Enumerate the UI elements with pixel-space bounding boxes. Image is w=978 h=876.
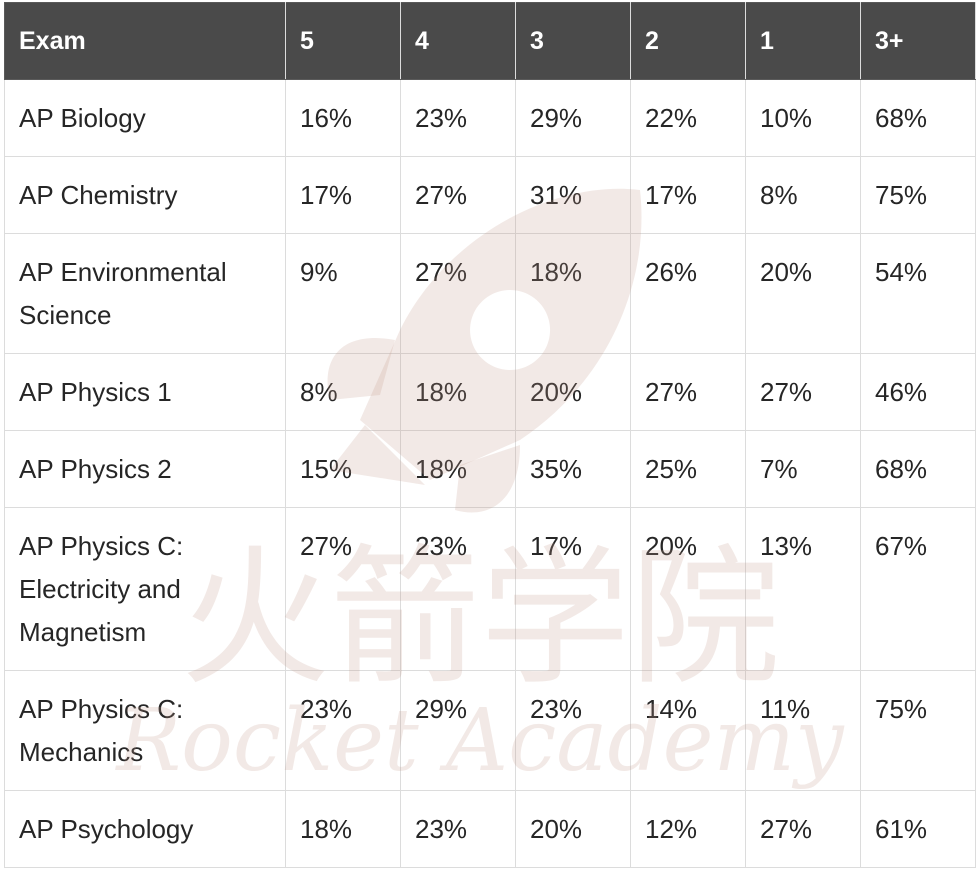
table-row: AP Physics 2 15% 18% 35% 25% 7% 68%	[4, 430, 976, 508]
pct-score-3: 17%	[515, 507, 631, 671]
score-distribution-table-container: Exam 5 4 3 2 1 3+ AP Biology 16% 23% 29%…	[4, 2, 976, 868]
pct-score-1: 27%	[745, 790, 861, 868]
pct-score-4: 18%	[400, 353, 516, 431]
table-header-row: Exam 5 4 3 2 1 3+	[4, 2, 976, 80]
exam-name: AP Biology	[4, 79, 286, 157]
pct-score-1: 27%	[745, 353, 861, 431]
table-row: AP Physics 1 8% 18% 20% 27% 27% 46%	[4, 353, 976, 431]
pct-score-5: 16%	[285, 79, 401, 157]
pct-score-3-plus: 67%	[860, 507, 976, 671]
header-score-2: 2	[630, 2, 746, 80]
exam-name: AP Environmental Science	[4, 233, 286, 354]
exam-name: AP Physics 1	[4, 353, 286, 431]
pct-score-1: 7%	[745, 430, 861, 508]
exam-name: AP Physics C: Mechanics	[4, 670, 286, 791]
pct-score-1: 10%	[745, 79, 861, 157]
header-exam: Exam	[4, 2, 286, 80]
pct-score-4: 27%	[400, 233, 516, 354]
pct-score-5: 27%	[285, 507, 401, 671]
pct-score-3: 29%	[515, 79, 631, 157]
header-score-5: 5	[285, 2, 401, 80]
score-distribution-table: Exam 5 4 3 2 1 3+ AP Biology 16% 23% 29%…	[4, 2, 976, 868]
pct-score-3: 20%	[515, 790, 631, 868]
pct-score-5: 8%	[285, 353, 401, 431]
header-score-3-plus: 3+	[860, 2, 976, 80]
pct-score-4: 23%	[400, 79, 516, 157]
pct-score-4: 27%	[400, 156, 516, 234]
header-score-3: 3	[515, 2, 631, 80]
pct-score-1: 11%	[745, 670, 861, 791]
pct-score-3: 18%	[515, 233, 631, 354]
pct-score-4: 23%	[400, 790, 516, 868]
table-row: AP Environmental Science 9% 27% 18% 26% …	[4, 233, 976, 354]
table-row: AP Physics C: Electricity and Magnetism …	[4, 507, 976, 671]
pct-score-3: 31%	[515, 156, 631, 234]
pct-score-5: 17%	[285, 156, 401, 234]
pct-score-4: 29%	[400, 670, 516, 791]
pct-score-4: 23%	[400, 507, 516, 671]
pct-score-5: 9%	[285, 233, 401, 354]
pct-score-4: 18%	[400, 430, 516, 508]
pct-score-1: 8%	[745, 156, 861, 234]
table-row: AP Psychology 18% 23% 20% 12% 27% 61%	[4, 790, 976, 868]
pct-score-2: 14%	[630, 670, 746, 791]
pct-score-3-plus: 75%	[860, 156, 976, 234]
table-row: AP Physics C: Mechanics 23% 29% 23% 14% …	[4, 670, 976, 791]
pct-score-2: 25%	[630, 430, 746, 508]
pct-score-5: 15%	[285, 430, 401, 508]
header-score-1: 1	[745, 2, 861, 80]
pct-score-3-plus: 54%	[860, 233, 976, 354]
pct-score-3: 35%	[515, 430, 631, 508]
pct-score-2: 22%	[630, 79, 746, 157]
pct-score-3: 23%	[515, 670, 631, 791]
pct-score-3-plus: 68%	[860, 430, 976, 508]
pct-score-2: 26%	[630, 233, 746, 354]
exam-name: AP Psychology	[4, 790, 286, 868]
pct-score-2: 12%	[630, 790, 746, 868]
pct-score-2: 17%	[630, 156, 746, 234]
pct-score-2: 27%	[630, 353, 746, 431]
header-score-4: 4	[400, 2, 516, 80]
pct-score-3-plus: 46%	[860, 353, 976, 431]
pct-score-2: 20%	[630, 507, 746, 671]
pct-score-3-plus: 68%	[860, 79, 976, 157]
exam-name: AP Chemistry	[4, 156, 286, 234]
table-row: AP Chemistry 17% 27% 31% 17% 8% 75%	[4, 156, 976, 234]
pct-score-1: 20%	[745, 233, 861, 354]
pct-score-3: 20%	[515, 353, 631, 431]
pct-score-3-plus: 61%	[860, 790, 976, 868]
pct-score-5: 23%	[285, 670, 401, 791]
exam-name: AP Physics C: Electricity and Magnetism	[4, 507, 286, 671]
pct-score-5: 18%	[285, 790, 401, 868]
exam-name: AP Physics 2	[4, 430, 286, 508]
pct-score-3-plus: 75%	[860, 670, 976, 791]
table-row: AP Biology 16% 23% 29% 22% 10% 68%	[4, 79, 976, 157]
pct-score-1: 13%	[745, 507, 861, 671]
